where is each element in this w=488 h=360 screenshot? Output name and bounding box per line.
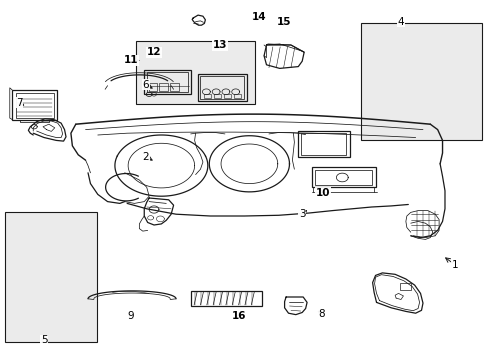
Bar	[311, 167, 375, 187]
Bar	[190, 291, 261, 306]
Text: 6: 6	[142, 80, 149, 90]
Text: 7: 7	[16, 98, 23, 108]
Bar	[148, 83, 157, 91]
Text: 5: 5	[41, 335, 47, 345]
Bar	[159, 83, 168, 91]
Text: 4: 4	[397, 17, 404, 27]
Text: 3: 3	[298, 209, 305, 219]
Bar	[298, 131, 349, 157]
Text: 2: 2	[142, 152, 149, 162]
Bar	[224, 94, 230, 98]
Bar	[136, 41, 255, 104]
Text: 1: 1	[450, 260, 457, 270]
Text: 10: 10	[315, 188, 329, 198]
Text: 13: 13	[212, 40, 227, 50]
Bar	[5, 212, 97, 342]
Text: 11: 11	[123, 55, 138, 66]
Bar	[360, 23, 481, 140]
Bar	[204, 94, 211, 98]
Bar	[16, 93, 54, 118]
Bar	[399, 283, 410, 290]
Text: 16: 16	[231, 311, 245, 321]
Text: 8: 8	[318, 309, 325, 319]
Bar	[12, 90, 57, 120]
Bar	[200, 76, 244, 99]
Bar	[214, 94, 221, 98]
Text: 9: 9	[127, 311, 134, 321]
Bar	[144, 70, 190, 94]
Bar	[315, 170, 371, 185]
Text: 14: 14	[251, 12, 266, 22]
Bar	[146, 72, 188, 92]
Bar	[198, 74, 246, 101]
Text: 15: 15	[276, 17, 290, 27]
Bar	[301, 133, 346, 155]
Bar	[233, 94, 240, 98]
Text: 12: 12	[146, 47, 161, 57]
Bar	[170, 83, 179, 91]
